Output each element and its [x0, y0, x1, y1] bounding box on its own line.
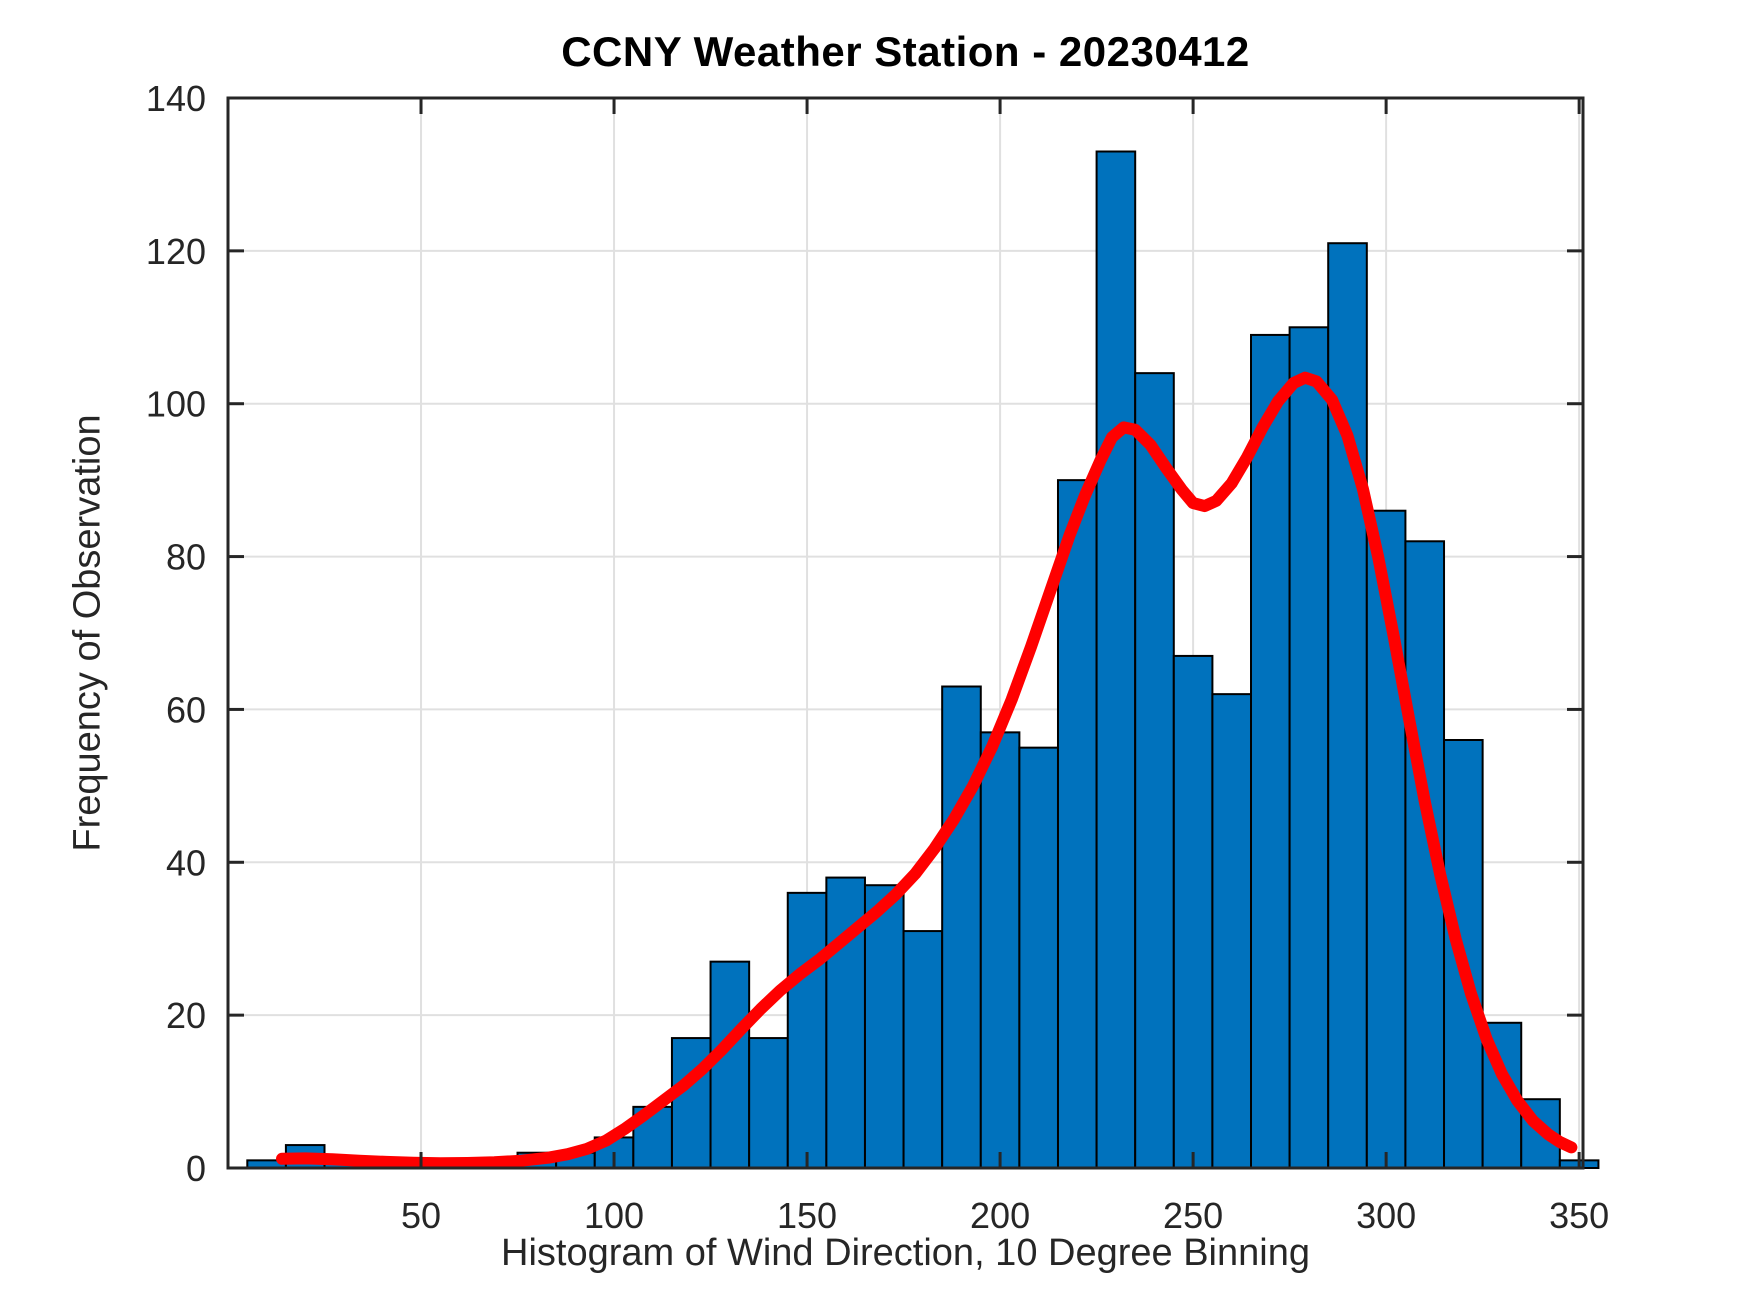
histogram-bar: [1056, 479, 1098, 1169]
histogram-bar: [941, 685, 982, 1169]
histogram-bar: [1134, 372, 1175, 1169]
y-tick-label: 120: [146, 231, 206, 272]
histogram-bar: [979, 731, 1021, 1169]
y-tick-label: 60: [166, 689, 206, 730]
histogram-bar: [1095, 150, 1137, 1169]
x-tick-label: 200: [970, 1195, 1030, 1236]
histogram-bar: [786, 891, 828, 1169]
x-tick-label: 300: [1356, 1195, 1416, 1236]
histogram-bar: [1327, 242, 1368, 1169]
x-tick-label: 150: [777, 1195, 837, 1236]
y-tick-label: 20: [166, 995, 206, 1036]
x-axis-label: Histogram of Wind Direction, 10 Degree B…: [501, 1232, 1310, 1274]
histogram-bar: [1018, 746, 1059, 1170]
y-axis-label: Frequency of Observation: [66, 414, 109, 852]
y-tick-label: 80: [166, 537, 206, 578]
y-tick-label: 100: [146, 384, 206, 425]
histogram-bar: [863, 884, 905, 1169]
histogram-bar: [1211, 693, 1253, 1170]
x-tick-label: 350: [1549, 1195, 1609, 1236]
x-tick-label: 100: [584, 1195, 644, 1236]
histogram-bar: [902, 930, 944, 1169]
density-fit-curve: [276, 371, 1578, 1170]
y-tick-label: 40: [166, 842, 206, 883]
histogram-bar: [748, 1037, 789, 1169]
histogram-bar: [670, 1037, 712, 1169]
x-tick-label: 250: [1163, 1195, 1223, 1236]
chart-title: CCNY Weather Station - 20230412: [561, 28, 1250, 75]
y-tick-label: 140: [146, 78, 206, 119]
histogram-bar: [709, 960, 751, 1170]
axes-box: [226, 96, 1585, 1170]
histogram-bar: [1172, 654, 1214, 1169]
histogram-bar: [1288, 326, 1330, 1169]
y-tick-label: 0: [186, 1148, 206, 1189]
histogram-bar: [1250, 333, 1291, 1169]
x-tick-label: 50: [401, 1195, 441, 1236]
